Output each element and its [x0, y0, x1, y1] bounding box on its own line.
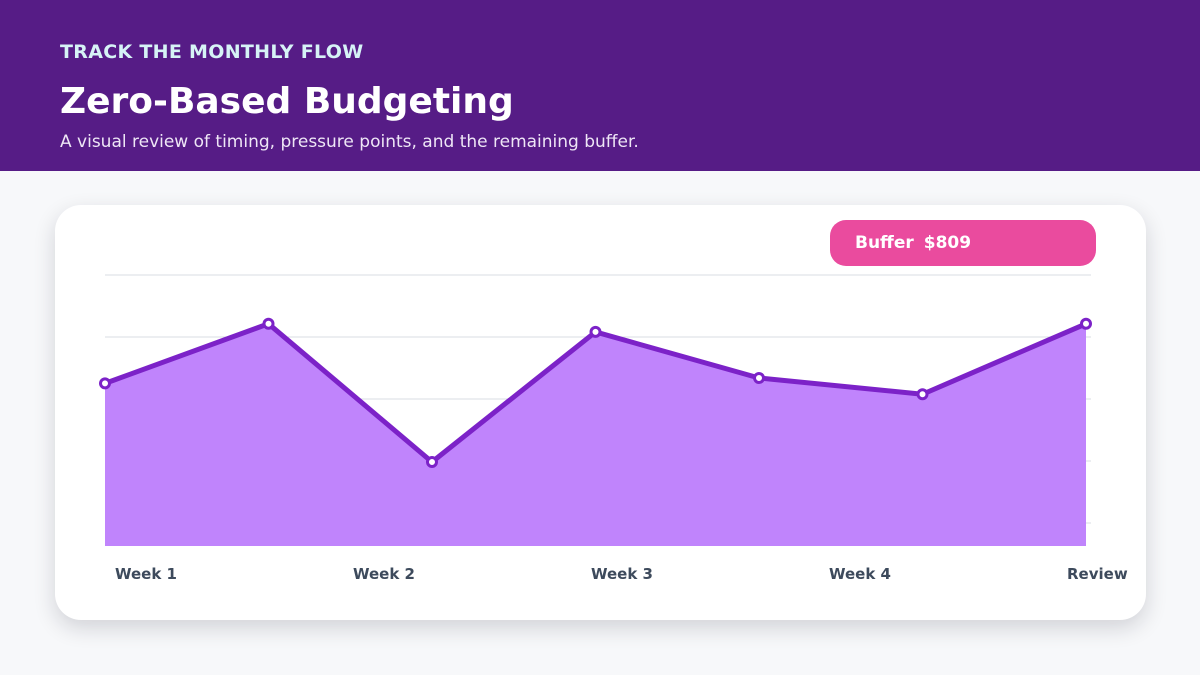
header-banner: TRACK THE MONTHLY FLOW Zero-Based Budget… [0, 0, 1200, 171]
data-point [589, 325, 602, 338]
x-axis-labels: Week 1 Week 2 Week 3 Week 4 Review [115, 565, 1128, 583]
point-layer [99, 317, 1092, 468]
data-point [916, 388, 929, 401]
area-layer [105, 323, 1086, 546]
x-tick-label: Week 1 [115, 565, 177, 583]
buffer-value: $809 [923, 233, 972, 253]
page-title: Zero-Based Budgeting [60, 81, 514, 122]
data-point [1080, 317, 1092, 330]
x-tick-label: Review [1067, 565, 1128, 583]
data-point [99, 377, 111, 390]
buffer-badge: Buffer $809 [830, 220, 1096, 266]
x-tick-label: Week 4 [829, 565, 891, 583]
data-point [753, 371, 765, 384]
data-point [262, 317, 275, 330]
x-tick-label: Week 2 [353, 565, 415, 583]
page-subtitle: A visual review of timing, pressure poin… [60, 132, 639, 152]
series-area [105, 323, 1086, 546]
eyebrow-text: TRACK THE MONTHLY FLOW [60, 41, 364, 63]
data-point [426, 455, 438, 468]
buffer-label: Buffer [855, 233, 914, 253]
x-tick-label: Week 3 [591, 565, 653, 583]
